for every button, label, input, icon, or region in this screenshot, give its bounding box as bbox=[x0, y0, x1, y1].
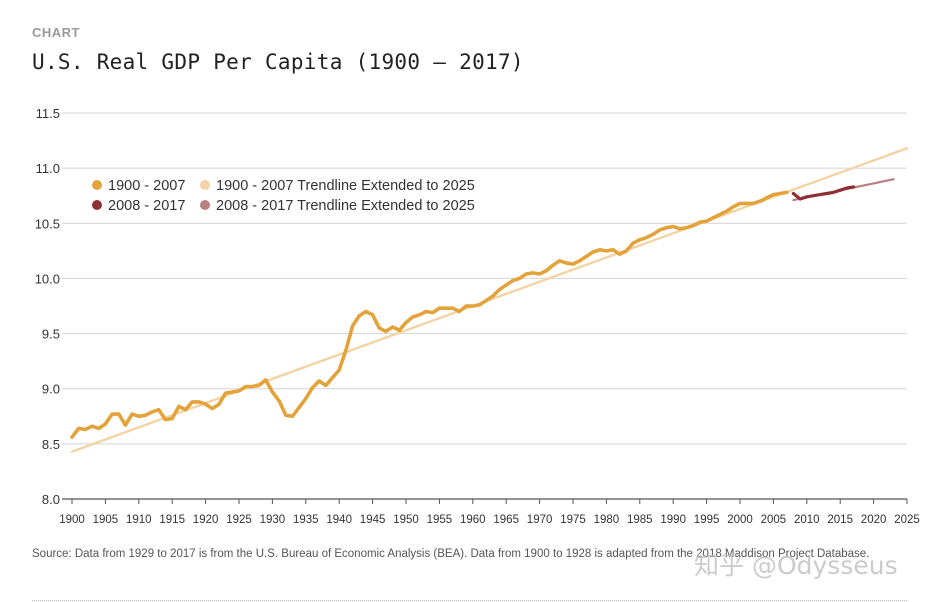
y-tick-label: 9.5 bbox=[42, 327, 60, 342]
watermark: 知乎 @Odysseus bbox=[694, 551, 898, 580]
x-tick-label: 1920 bbox=[193, 514, 219, 526]
x-tick-label: 1970 bbox=[527, 514, 553, 526]
legend-item: 1900 - 2007 Trendline Extended to 2025 bbox=[200, 178, 475, 194]
y-tick-label: 8.0 bbox=[42, 492, 60, 507]
x-tick-label: 1985 bbox=[627, 514, 653, 526]
x-tick-label: 1990 bbox=[660, 514, 686, 526]
legend-label: 2008 - 2017 bbox=[108, 198, 185, 214]
series-2008-2017-line bbox=[791, 185, 856, 201]
legend-marker bbox=[200, 180, 210, 190]
y-tick-label: 8.5 bbox=[42, 437, 60, 452]
x-tick-label: 1905 bbox=[93, 514, 119, 526]
x-tick-label: 1930 bbox=[260, 514, 286, 526]
x-tick-label: 2000 bbox=[727, 514, 753, 526]
x-tick-label: 1910 bbox=[126, 514, 152, 526]
x-tick-label: 2020 bbox=[861, 514, 887, 526]
gdp-line-chart: 8.0 8.5 9.0 9.5 10.0 10.5 11.0 11.5 1900 1905 1910… bbox=[35, 106, 920, 526]
legend-item: 1900 - 2007 bbox=[92, 178, 185, 194]
y-tick-label: 10.0 bbox=[35, 271, 60, 286]
x-tick-label: 1915 bbox=[159, 514, 185, 526]
x-tick-label: 1980 bbox=[594, 514, 620, 526]
legend-item: 2008 - 2017 Trendline Extended to 2025 bbox=[200, 198, 475, 214]
x-tick-label: 1900 bbox=[59, 514, 85, 526]
x-tick-label: 2015 bbox=[827, 514, 853, 526]
x-tick-label: 2010 bbox=[794, 514, 820, 526]
y-tick-label: 10.5 bbox=[35, 216, 60, 231]
x-tick-label: 1925 bbox=[226, 514, 252, 526]
x-tick-label: 1995 bbox=[694, 514, 720, 526]
x-tick-label: 2025 bbox=[894, 514, 920, 526]
x-tick-label: 1940 bbox=[326, 514, 352, 526]
x-tick-label: 1935 bbox=[293, 514, 319, 526]
legend-label: 2008 - 2017 Trendline Extended to 2025 bbox=[216, 198, 475, 214]
bottom-divider bbox=[32, 600, 907, 601]
legend-label: 1900 - 2007 bbox=[108, 178, 185, 194]
legend-label: 1900 - 2007 Trendline Extended to 2025 bbox=[216, 178, 475, 194]
chart-kicker: CHART bbox=[32, 25, 80, 40]
x-tick-label: 1945 bbox=[360, 514, 386, 526]
y-tick-label: 11.0 bbox=[36, 161, 60, 176]
x-tick-label: 1955 bbox=[427, 514, 453, 526]
y-tick-label: 9.0 bbox=[42, 382, 60, 397]
x-tick-label: 1975 bbox=[560, 514, 586, 526]
legend-marker bbox=[200, 200, 210, 210]
x-tick-label: 2005 bbox=[761, 514, 787, 526]
series-1900-2007-line bbox=[70, 190, 789, 440]
x-tick-label: 1950 bbox=[393, 514, 419, 526]
legend-item: 2008 - 2017 bbox=[92, 198, 185, 214]
legend-marker bbox=[92, 180, 102, 190]
legend-marker bbox=[92, 200, 102, 210]
source-note: Source: Data from 1929 to 2017 is from t… bbox=[32, 548, 870, 560]
chart-title: U.S. Real GDP Per Capita (1900 – 2017) bbox=[32, 50, 524, 74]
x-tick-label: 1960 bbox=[460, 514, 486, 526]
x-tick-label: 1965 bbox=[493, 514, 519, 526]
y-tick-label: 11.5 bbox=[36, 106, 60, 121]
